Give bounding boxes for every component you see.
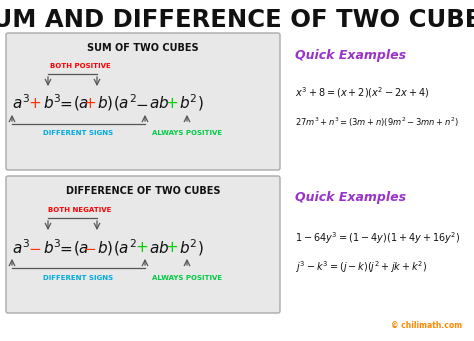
- Text: DIFFERENCE OF TWO CUBES: DIFFERENCE OF TWO CUBES: [66, 186, 220, 196]
- Text: $b)$: $b)$: [97, 94, 113, 112]
- Text: $-$: $-$: [136, 95, 148, 110]
- Text: SUM AND DIFFERENCE OF TWO CUBES: SUM AND DIFFERENCE OF TWO CUBES: [0, 8, 474, 32]
- Text: $(a^2$: $(a^2$: [113, 238, 137, 258]
- Text: $a^3$: $a^3$: [12, 239, 30, 257]
- Text: $=$: $=$: [57, 95, 73, 110]
- Text: $b^2)$: $b^2)$: [179, 238, 204, 258]
- Text: ALWAYS POSITIVE: ALWAYS POSITIVE: [152, 275, 222, 281]
- Text: $1 - 64y^3 = (1 - 4y)(1 + 4y + 16y^2)$: $1 - 64y^3 = (1 - 4y)(1 + 4y + 16y^2)$: [295, 230, 460, 246]
- Text: ALWAYS POSITIVE: ALWAYS POSITIVE: [152, 130, 222, 136]
- Text: $ab$: $ab$: [149, 95, 169, 111]
- Text: $(a^2$: $(a^2$: [113, 93, 137, 113]
- Text: $b^3$: $b^3$: [43, 239, 62, 257]
- Text: SUM OF TWO CUBES: SUM OF TWO CUBES: [87, 43, 199, 53]
- Text: $j^3 - k^3 = (j - k)(j^2 + jk + k^2)$: $j^3 - k^3 = (j - k)(j^2 + jk + k^2)$: [295, 259, 428, 275]
- Text: Quick Examples: Quick Examples: [295, 48, 406, 61]
- Text: DIFFERENT SIGNS: DIFFERENT SIGNS: [43, 130, 113, 136]
- FancyBboxPatch shape: [6, 176, 280, 313]
- Text: $+$: $+$: [165, 240, 179, 255]
- Text: $-$: $-$: [83, 240, 97, 255]
- Text: DIFFERENT SIGNS: DIFFERENT SIGNS: [43, 275, 113, 281]
- Text: $+$: $+$: [83, 95, 97, 110]
- Text: BOTH NEGATIVE: BOTH NEGATIVE: [48, 207, 112, 213]
- Text: $ab$: $ab$: [149, 240, 169, 256]
- Text: $+$: $+$: [165, 95, 179, 110]
- Text: $x^3 + 8 = (x + 2)(x^2 - 2x + 4)$: $x^3 + 8 = (x + 2)(x^2 - 2x + 4)$: [295, 86, 429, 100]
- Text: $+$: $+$: [28, 95, 42, 110]
- Text: $b^2)$: $b^2)$: [179, 93, 204, 113]
- Text: $a^3$: $a^3$: [12, 94, 30, 112]
- Text: $+$: $+$: [136, 240, 148, 255]
- Text: $b)$: $b)$: [97, 239, 113, 257]
- FancyBboxPatch shape: [6, 33, 280, 170]
- Text: $(a$: $(a$: [73, 239, 89, 257]
- Text: $27m^3 + n^3 = (3m + n)(9m^2 - 3mn + n^2)$: $27m^3 + n^3 = (3m + n)(9m^2 - 3mn + n^2…: [295, 115, 458, 129]
- Text: $(a$: $(a$: [73, 94, 89, 112]
- Text: Quick Examples: Quick Examples: [295, 192, 406, 205]
- Text: $b^3$: $b^3$: [43, 94, 62, 112]
- Text: $=$: $=$: [57, 240, 73, 255]
- Text: $-$: $-$: [28, 240, 42, 255]
- Text: BOTH POSITIVE: BOTH POSITIVE: [50, 63, 110, 69]
- Text: © chilimath.com: © chilimath.com: [391, 321, 462, 329]
